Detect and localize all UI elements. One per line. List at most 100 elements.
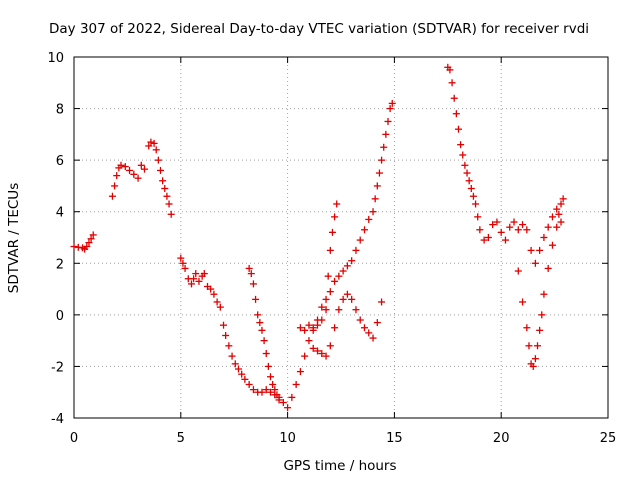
data-point	[225, 342, 233, 350]
y-tick-label: 4	[56, 206, 64, 221]
data-point	[484, 234, 492, 241]
y-tick-label: 6	[56, 154, 64, 169]
y-tick-label: -2	[51, 360, 64, 375]
data-point	[388, 99, 396, 107]
data-point	[506, 223, 514, 231]
data-point	[365, 329, 373, 337]
data-point	[557, 200, 565, 208]
data-point	[493, 218, 501, 226]
data-point	[322, 306, 330, 314]
data-point	[245, 264, 253, 272]
data-point	[465, 177, 473, 185]
data-point	[157, 166, 165, 174]
x-tick-label: 10	[279, 431, 296, 446]
data-point	[525, 342, 533, 350]
data-point	[553, 223, 561, 231]
data-point	[296, 368, 304, 376]
data-point	[87, 235, 95, 243]
data-point	[238, 370, 246, 378]
data-point	[140, 165, 148, 173]
data-point	[459, 151, 467, 159]
data-point	[360, 226, 368, 234]
data-point	[540, 234, 548, 241]
data-point	[296, 324, 304, 332]
data-point	[555, 210, 563, 218]
data-point	[256, 319, 264, 327]
data-point	[469, 192, 477, 200]
data-point	[369, 208, 377, 216]
data-point	[288, 393, 296, 401]
data-point	[352, 306, 360, 314]
data-point	[247, 270, 255, 278]
data-point	[241, 375, 249, 383]
data-point	[318, 350, 326, 358]
data-point	[254, 311, 262, 319]
data-point	[360, 324, 368, 332]
data-point	[181, 264, 189, 272]
data-point	[557, 218, 565, 226]
data-point	[343, 262, 351, 270]
data-point	[497, 228, 505, 236]
data-point	[326, 342, 334, 350]
data-point	[519, 221, 527, 229]
data-point	[365, 215, 373, 223]
x-tick-label: 5	[177, 431, 185, 446]
data-point	[339, 295, 347, 303]
data-point	[273, 391, 281, 399]
data-point	[472, 200, 480, 208]
data-point	[331, 277, 339, 285]
data-point	[192, 270, 200, 278]
data-point	[373, 319, 381, 327]
data-point	[117, 161, 125, 169]
data-point	[150, 139, 158, 147]
data-point	[536, 326, 544, 334]
data-point	[165, 200, 173, 208]
data-point	[510, 218, 518, 226]
data-point	[163, 192, 171, 200]
data-point	[161, 185, 169, 193]
data-point	[111, 182, 119, 190]
data-point	[457, 141, 465, 149]
data-point	[222, 331, 230, 339]
data-point	[331, 324, 339, 332]
chart-title: Day 307 of 2022, Sidereal Day-to-day VTE…	[49, 21, 589, 37]
data-point	[352, 246, 360, 254]
data-point	[216, 303, 224, 311]
data-point	[523, 324, 531, 332]
data-point	[514, 226, 522, 234]
data-point	[371, 195, 379, 203]
y-axis-label: SDTVAR / TECUs	[6, 183, 22, 293]
data-point	[145, 142, 153, 150]
data-point	[536, 246, 544, 254]
y-tick-label: -4	[51, 412, 64, 427]
data-point	[380, 143, 388, 151]
data-point	[231, 360, 239, 368]
data-point	[326, 246, 334, 254]
data-point	[195, 277, 203, 285]
data-point	[252, 295, 260, 303]
data-point	[318, 316, 326, 324]
data-point	[335, 306, 343, 314]
data-point	[187, 280, 195, 288]
x-tick-label: 20	[493, 431, 510, 446]
y-tick-label: 0	[56, 309, 64, 324]
data-point	[249, 386, 257, 394]
data-point	[378, 156, 386, 164]
axis-ticks: 0 5 10 15 20 25 -4 -2 0 2 4 6 8 10	[47, 51, 616, 446]
data-point	[531, 259, 539, 267]
data-point	[529, 362, 537, 370]
data-point	[108, 192, 116, 200]
data-point	[467, 185, 475, 193]
data-point	[147, 138, 155, 146]
data-point	[356, 236, 364, 244]
data-point	[375, 169, 383, 177]
data-point	[179, 259, 187, 267]
data-point	[318, 303, 326, 311]
data-point	[328, 228, 336, 236]
data-point	[326, 288, 334, 296]
data-point	[544, 223, 552, 231]
data-point	[538, 311, 546, 319]
data-point	[463, 169, 471, 177]
y-tick-label: 10	[47, 51, 64, 66]
data-point	[262, 350, 270, 358]
